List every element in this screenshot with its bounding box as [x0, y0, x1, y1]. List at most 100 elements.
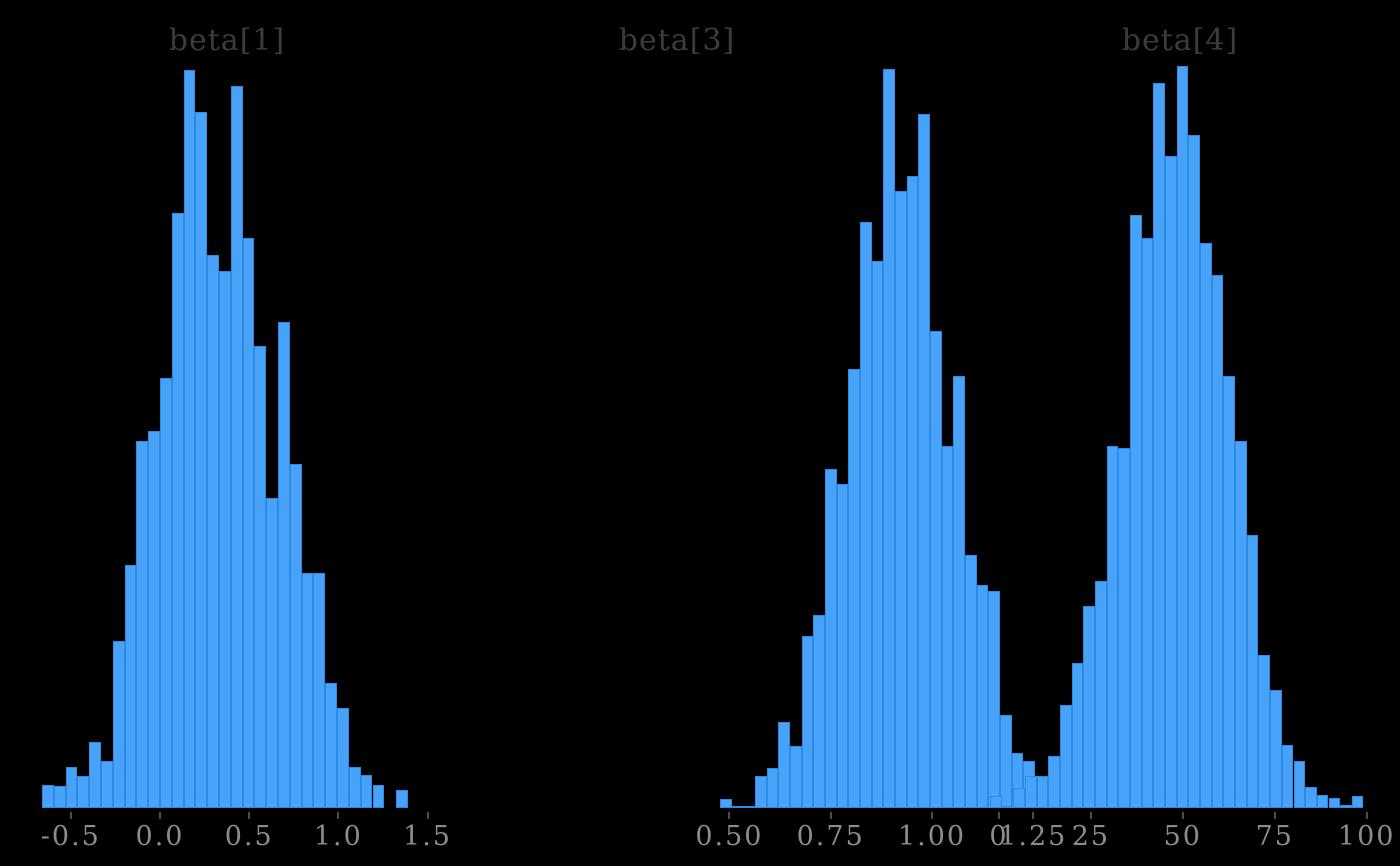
histogram-bar — [1013, 788, 1025, 808]
histogram-bar — [941, 446, 954, 808]
axis-tick — [1032, 812, 1035, 819]
histogram-bar — [1153, 83, 1166, 808]
histogram-bar — [53, 786, 66, 808]
histogram-bar — [1351, 796, 1364, 808]
histogram-bar — [1258, 655, 1271, 808]
histogram-bar — [124, 565, 137, 808]
histogram-bar — [1328, 798, 1341, 808]
histogram-bar — [1200, 243, 1212, 808]
histogram-bar — [195, 112, 208, 808]
histogram-bar — [65, 767, 78, 808]
axis-tick-label: 25 — [1071, 821, 1111, 852]
histogram-bar — [254, 346, 267, 808]
histogram-bar — [148, 431, 160, 808]
histogram-bar — [1060, 705, 1072, 808]
histogram-bar — [101, 761, 113, 808]
histogram-bar — [171, 213, 184, 808]
axis-tick — [248, 812, 251, 819]
histogram-bar — [1083, 606, 1096, 808]
histogram-bar — [743, 806, 755, 808]
histogram-bar — [860, 222, 872, 808]
histogram-bar — [1223, 376, 1236, 808]
histogram-bar — [136, 441, 149, 808]
axis-tick-label: 0 — [989, 821, 1009, 852]
histogram-bar — [1048, 756, 1061, 808]
histogram-bar — [778, 722, 790, 808]
histogram-bar — [836, 484, 849, 808]
histogram-bar — [1118, 448, 1131, 808]
histogram-bar — [160, 378, 172, 808]
histogram-bar — [1000, 715, 1012, 808]
histogram-bar — [1316, 795, 1329, 808]
histogram-bar — [883, 69, 896, 808]
histogram-bar — [1071, 663, 1084, 808]
histogram-bar — [1095, 581, 1107, 808]
histogram-bar — [895, 191, 907, 808]
histogram-bar — [360, 775, 373, 808]
histogram-bar — [731, 806, 744, 808]
histogram-bar — [1293, 761, 1306, 808]
histogram-bar — [1340, 805, 1352, 808]
axis-tick-label: 0.0 — [135, 821, 185, 852]
histogram-bar — [337, 708, 349, 808]
histogram-bar — [965, 555, 977, 808]
panel-title-beta4: beta[4] — [1121, 23, 1239, 58]
histogram-bar — [183, 70, 196, 808]
histogram-bar — [1246, 535, 1259, 808]
histogram-bar — [77, 776, 90, 808]
axis-tick-label: 1.5 — [403, 821, 452, 852]
histogram-bar — [42, 785, 54, 808]
panel-title-beta1: beta[1] — [168, 23, 286, 58]
histogram-bar — [1001, 806, 1014, 808]
histogram-bar — [372, 785, 385, 808]
axis-tick-label: 75 — [1255, 821, 1294, 852]
axis-tick — [829, 812, 832, 819]
histogram-bar — [990, 796, 1002, 808]
histogram-bar — [1141, 238, 1154, 808]
axis-tick-label: 1.00 — [897, 821, 967, 852]
axis-tick — [998, 812, 1000, 819]
axis-tick — [1273, 812, 1276, 819]
histogram-bar — [89, 742, 101, 808]
histogram-bar — [266, 498, 278, 808]
histogram-bar — [801, 636, 814, 808]
histogram-bar — [348, 767, 361, 808]
histogram-bar — [719, 799, 732, 808]
axis-tick — [159, 812, 161, 819]
axis-tick-label: 0.75 — [796, 821, 865, 852]
axis-tick — [426, 812, 429, 819]
axis-tick-label: 1.0 — [313, 821, 363, 852]
histogram-bar — [953, 376, 966, 808]
histogram-bar — [1036, 776, 1049, 808]
axis-tick-label: 0.50 — [695, 821, 764, 852]
histogram-bar — [1305, 787, 1317, 808]
histogram-bar — [755, 776, 767, 808]
axis-tick — [1365, 812, 1368, 819]
histogram-bar — [325, 683, 337, 808]
histogram-bar — [242, 238, 255, 808]
histogram-bar — [1106, 446, 1119, 808]
histogram-bar — [1235, 441, 1247, 808]
axis-tick — [337, 812, 340, 819]
axis-tick-label: 100 — [1337, 821, 1396, 852]
histogram-bar — [976, 585, 989, 808]
histogram-bar — [207, 255, 219, 808]
histogram-bar — [813, 615, 825, 808]
histogram-bar — [313, 573, 326, 808]
histogram-bar — [112, 641, 125, 808]
axis-tick — [1181, 812, 1184, 819]
axis-tick — [1089, 812, 1092, 819]
axis-tick — [69, 812, 72, 819]
histogram-bar — [1165, 156, 1177, 808]
axis-tick-label: 1.25 — [999, 821, 1068, 852]
histogram-bar — [848, 369, 860, 808]
histogram-bar — [278, 322, 290, 808]
histogram-bar — [1130, 215, 1142, 808]
histogram-bar — [988, 591, 1001, 808]
axis-tick-label: 50 — [1163, 821, 1202, 852]
histogram-bar — [1025, 776, 1037, 808]
histogram-bar — [1211, 275, 1224, 808]
histogram-bar — [1188, 135, 1201, 808]
histogram-bar — [918, 114, 931, 808]
